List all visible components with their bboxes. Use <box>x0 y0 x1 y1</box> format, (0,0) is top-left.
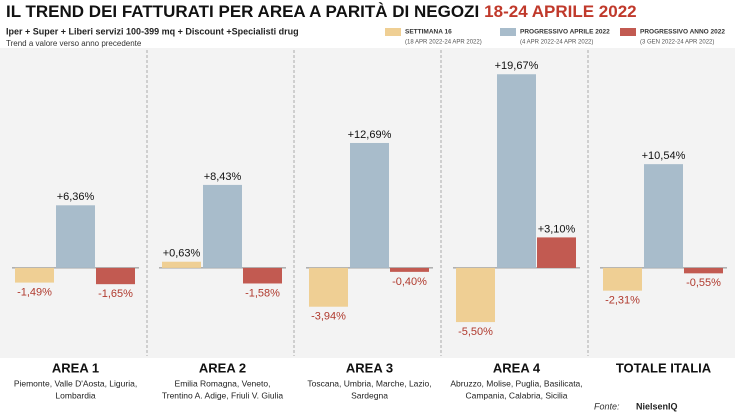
bar <box>684 267 723 274</box>
value-label: +3,10% <box>538 223 576 235</box>
legend-period: (4 APR 2022-24 APR 2022) <box>520 40 593 46</box>
bar <box>456 267 495 323</box>
value-label: -2,31% <box>605 295 640 307</box>
value-label: +8,43% <box>204 171 242 183</box>
bar <box>644 164 683 268</box>
bar <box>537 237 576 268</box>
value-label: +19,67% <box>495 60 539 72</box>
source: NielsenIQ <box>636 401 678 411</box>
legend-swatch <box>385 28 401 36</box>
bar <box>309 267 348 307</box>
bar <box>96 267 135 285</box>
category-detail: Sardegna <box>351 390 388 400</box>
category-label: AREA 4 <box>493 360 541 375</box>
value-label: -0,55% <box>686 277 721 289</box>
value-label: +0,63% <box>163 248 201 260</box>
legend-label: SETTIMANA 16 <box>405 29 452 36</box>
category-label: AREA 1 <box>52 360 99 375</box>
legend-period: (18 APR 2022-24 APR 2022) <box>405 40 482 46</box>
value-label: +10,54% <box>642 150 686 162</box>
legend-label: PROGRESSIVO ANNO 2022 <box>640 29 725 36</box>
category-label: TOTALE ITALIA <box>616 360 712 375</box>
legend-period: (3 GEN 2022-24 APR 2022) <box>640 40 714 46</box>
value-label: -5,50% <box>458 326 493 338</box>
subtitle: Iper + Super + Liberi servizi 100-399 mq… <box>6 26 299 36</box>
value-label: -3,94% <box>311 311 346 323</box>
category-detail: Trentino A. Adige, Friuli V. Giulia <box>162 390 284 400</box>
bar <box>497 74 536 268</box>
bar <box>390 267 429 272</box>
chart-title: IL TREND DEI FATTURATI PER AREA A PARITÀ… <box>6 2 637 21</box>
category-label: AREA 3 <box>346 360 393 375</box>
bar <box>350 142 389 268</box>
legend-label: PROGRESSIVO APRILE 2022 <box>520 29 610 36</box>
value-label: -1,58% <box>245 287 280 299</box>
category-detail: Campania, Calabria, Sicilia <box>465 390 567 400</box>
category-detail: Abruzzo, Molise, Puglia, Basilicata, <box>450 378 582 388</box>
title-main: IL TREND DEI FATTURATI PER AREA A PARITÀ… <box>6 2 479 21</box>
bar <box>15 267 54 283</box>
category-detail: Piemonte, Valle D'Aosta, Liguria, <box>14 378 137 388</box>
source-label: Fonte: <box>594 401 620 411</box>
legend-swatch <box>500 28 516 36</box>
bar <box>603 267 642 291</box>
title-highlight: 18-24 APRILE 2022 <box>484 2 636 21</box>
bar <box>162 261 201 268</box>
category-detail: Toscana, Umbria, Marche, Lazio, <box>307 378 431 388</box>
value-label: -0,40% <box>392 276 427 288</box>
category-detail: Lombardia <box>55 390 95 400</box>
bar <box>56 205 95 268</box>
value-label: +6,36% <box>57 191 95 203</box>
bar <box>243 267 282 284</box>
note: Trend a valore verso anno precedente <box>6 39 142 48</box>
value-label: +12,69% <box>348 129 392 141</box>
value-label: -1,49% <box>17 287 52 299</box>
category-detail: Emilia Romagna, Veneto, <box>175 378 271 388</box>
value-label: -1,65% <box>98 288 133 300</box>
legend-swatch <box>620 28 636 36</box>
category-label: AREA 2 <box>199 360 246 375</box>
bar <box>203 184 242 268</box>
